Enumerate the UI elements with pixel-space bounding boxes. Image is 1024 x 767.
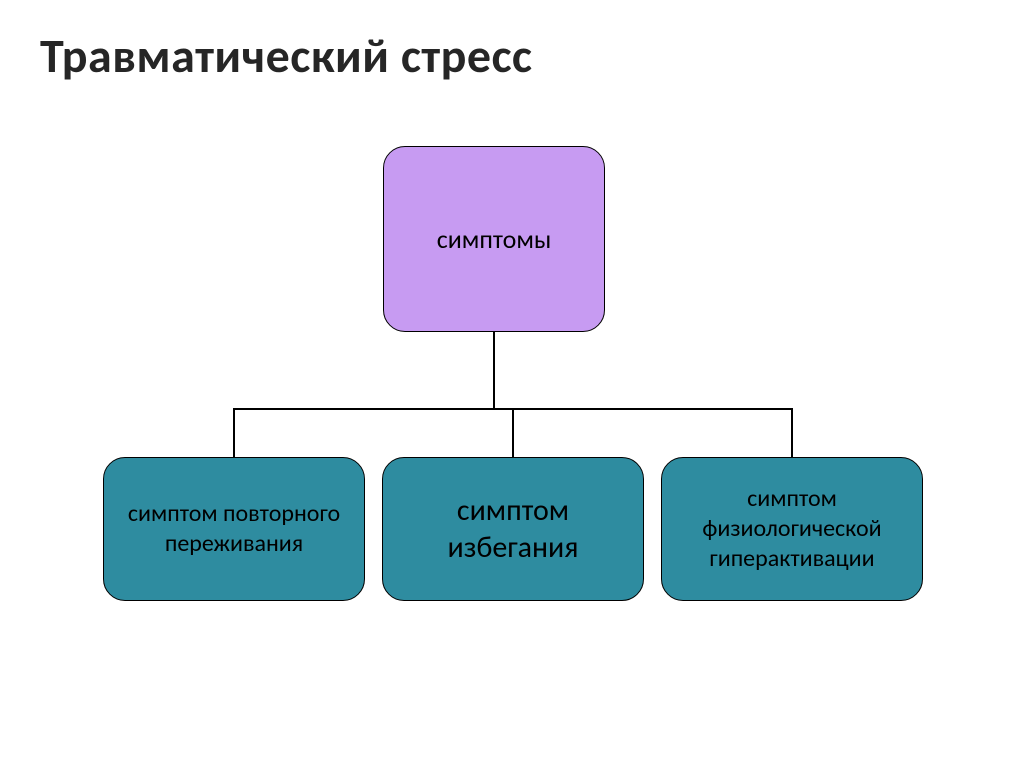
node-child-1-label: симптом повторного переживания: [112, 499, 356, 559]
node-child-3-label: симптом физиологической гиперактивации: [670, 484, 914, 574]
node-child-2: симптом избегания: [382, 457, 644, 601]
connector-drop-3: [791, 408, 793, 457]
connector-drop-2: [512, 408, 514, 457]
node-child-1: симптом повторного переживания: [103, 457, 365, 601]
connector-root-stem: [493, 332, 495, 410]
node-child-3: симптом физиологической гиперактивации: [661, 457, 923, 601]
node-root: симптомы: [383, 146, 605, 332]
node-root-label: симптомы: [437, 223, 552, 256]
node-child-2-label: симптом избегания: [391, 492, 635, 567]
connector-drop-1: [233, 408, 235, 457]
org-chart: симптомы симптом повторного переживания …: [0, 0, 1024, 767]
